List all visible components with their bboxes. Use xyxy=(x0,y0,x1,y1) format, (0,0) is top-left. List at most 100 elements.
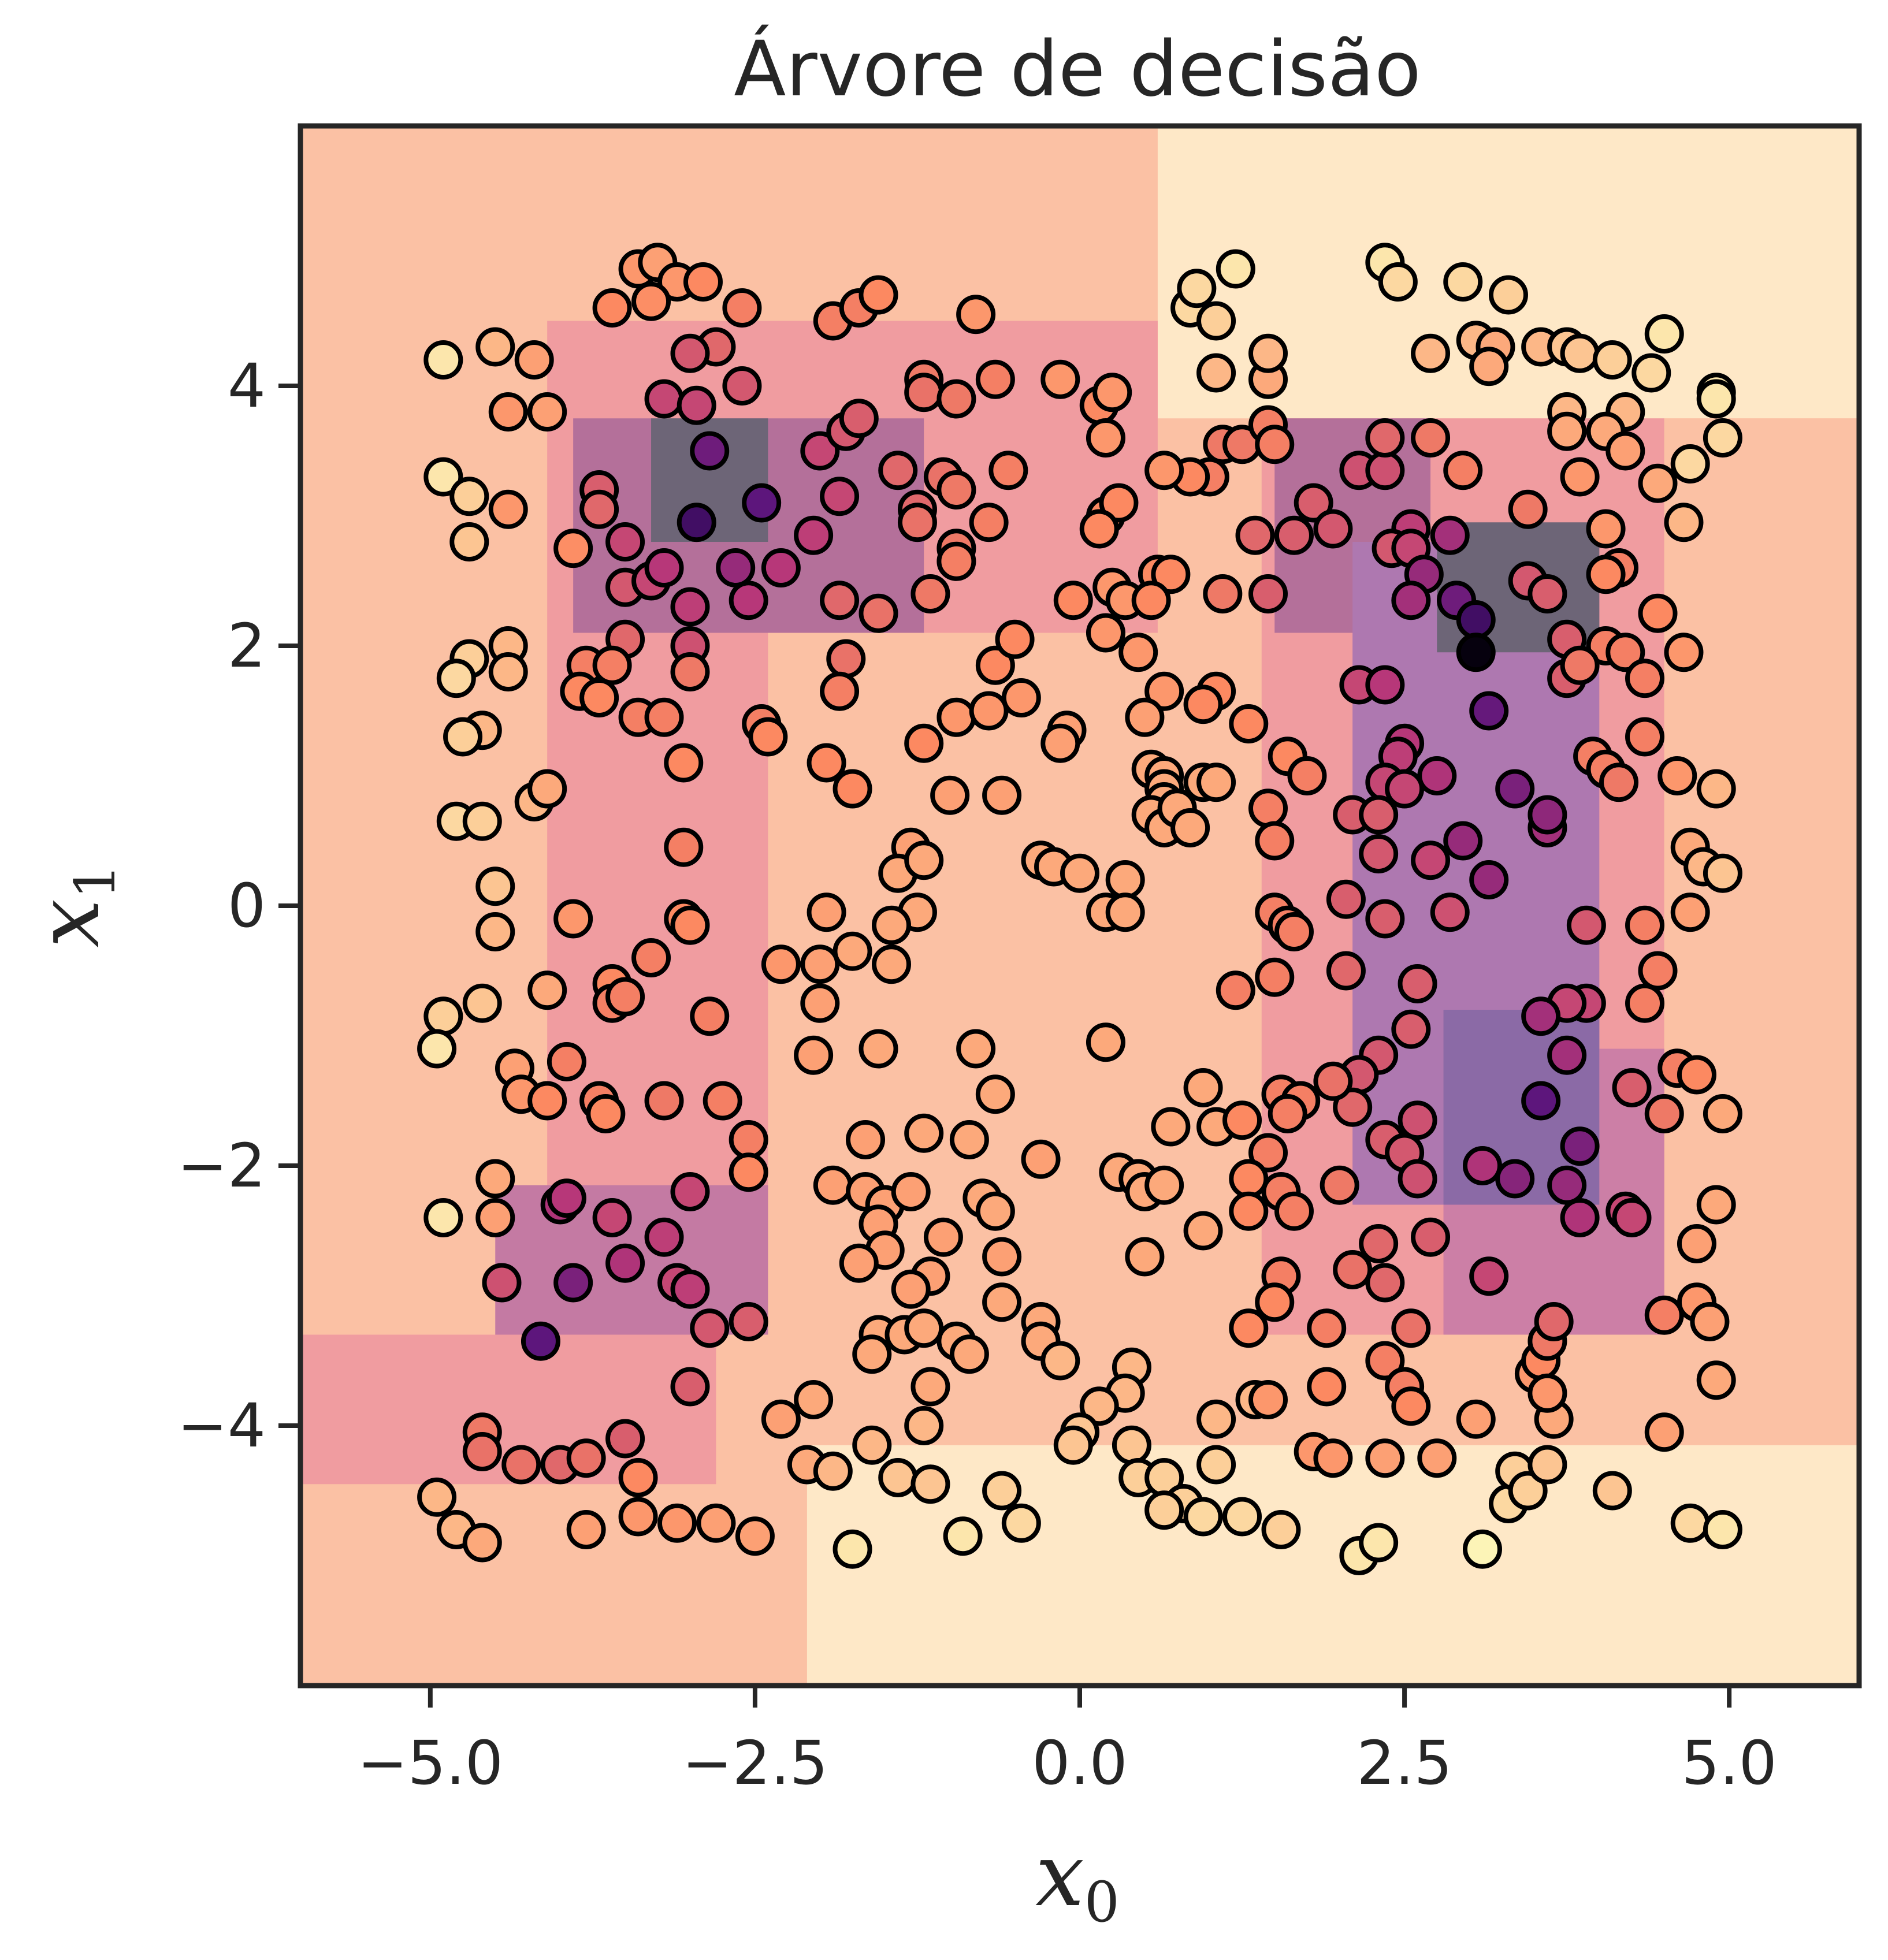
data-point xyxy=(703,1081,742,1121)
data-point xyxy=(1696,769,1736,809)
data-point xyxy=(1235,515,1275,555)
data-point xyxy=(1469,691,1509,731)
data-point xyxy=(1229,1159,1269,1199)
data-point xyxy=(1365,451,1405,490)
data-point xyxy=(1391,1386,1431,1426)
data-point xyxy=(449,477,489,516)
data-point xyxy=(644,548,684,587)
data-point xyxy=(1592,1471,1632,1511)
data-point xyxy=(858,593,898,633)
data-point xyxy=(1313,1438,1353,1478)
data-point xyxy=(1528,574,1567,613)
x-tick-label: 0.0 xyxy=(1032,1728,1127,1798)
plot-area xyxy=(298,123,1862,1688)
data-point xyxy=(618,1458,658,1497)
data-point xyxy=(975,1074,1015,1114)
data-point xyxy=(1229,1308,1269,1348)
data-point xyxy=(1125,1237,1165,1277)
data-point xyxy=(1456,633,1496,672)
data-point xyxy=(1105,860,1145,899)
data-point xyxy=(1462,1146,1502,1185)
data-point xyxy=(475,912,515,951)
data-point xyxy=(1385,769,1425,809)
data-point xyxy=(1411,840,1451,880)
data-point xyxy=(605,1419,645,1459)
data-point xyxy=(1508,1471,1548,1511)
data-point xyxy=(1398,964,1437,1003)
data-point xyxy=(664,827,704,867)
data-point xyxy=(1411,333,1451,373)
data-point xyxy=(949,1334,989,1374)
data-point xyxy=(1333,1250,1373,1289)
data-point xyxy=(904,373,944,412)
data-point xyxy=(683,262,723,302)
data-point xyxy=(1644,1412,1684,1452)
data-point xyxy=(807,892,846,932)
data-point xyxy=(1391,1009,1431,1049)
data-point xyxy=(904,1406,944,1445)
data-point xyxy=(891,1172,931,1211)
data-point xyxy=(1657,756,1697,795)
data-point xyxy=(670,652,710,691)
data-point xyxy=(423,996,463,1036)
data-point xyxy=(1670,892,1710,932)
data-point xyxy=(832,769,872,809)
y-axis-label: x1 xyxy=(18,864,128,948)
data-point xyxy=(1528,1373,1567,1413)
data-point xyxy=(462,983,502,1023)
data-point xyxy=(436,659,476,698)
data-point xyxy=(1560,645,1600,685)
data-point xyxy=(1508,489,1548,529)
data-point xyxy=(644,1217,684,1257)
data-point xyxy=(897,503,937,542)
data-point xyxy=(1547,1035,1587,1075)
data-point xyxy=(605,977,645,1017)
data-point xyxy=(1586,555,1626,594)
data-point xyxy=(1144,451,1184,490)
data-point xyxy=(1040,359,1080,399)
data-point xyxy=(1177,269,1217,308)
data-point xyxy=(1001,678,1041,717)
data-point xyxy=(1528,795,1567,835)
data-point xyxy=(1417,1438,1457,1478)
data-point xyxy=(1151,555,1191,594)
data-point xyxy=(1229,704,1269,743)
data-point xyxy=(670,1367,710,1407)
data-point xyxy=(1274,1191,1314,1231)
data-point xyxy=(1086,418,1125,458)
data-point xyxy=(1203,574,1243,613)
data-point xyxy=(514,340,554,380)
data-point xyxy=(1586,509,1626,549)
data-point xyxy=(592,288,632,328)
data-point xyxy=(1398,1159,1437,1199)
data-point xyxy=(1255,1282,1295,1322)
data-point xyxy=(871,905,911,945)
data-point xyxy=(1222,1497,1262,1537)
data-point xyxy=(1040,1341,1080,1381)
data-point xyxy=(488,392,528,432)
data-point xyxy=(1222,1100,1262,1140)
data-point xyxy=(553,899,593,939)
data-point xyxy=(800,983,840,1023)
y-axis-ticks: −4 −2 0 2 4 xyxy=(177,351,300,1461)
data-point xyxy=(852,1334,892,1374)
data-point xyxy=(1696,379,1736,419)
data-point xyxy=(1170,808,1210,847)
data-point xyxy=(1326,951,1366,991)
data-point xyxy=(586,1094,626,1133)
data-point xyxy=(1612,1068,1652,1107)
data-point xyxy=(566,1438,606,1478)
data-point xyxy=(1196,353,1236,393)
data-point xyxy=(670,333,710,373)
data-point xyxy=(982,775,1022,815)
data-point xyxy=(729,1120,768,1159)
data-point xyxy=(527,769,567,809)
data-point xyxy=(1092,373,1132,412)
data-point xyxy=(761,548,801,587)
data-point xyxy=(488,489,528,529)
data-point xyxy=(878,451,918,490)
data-point xyxy=(1053,581,1093,620)
data-point xyxy=(975,359,1015,399)
y-axis-label-sub: 1 xyxy=(63,864,128,899)
data-point xyxy=(982,1471,1022,1511)
